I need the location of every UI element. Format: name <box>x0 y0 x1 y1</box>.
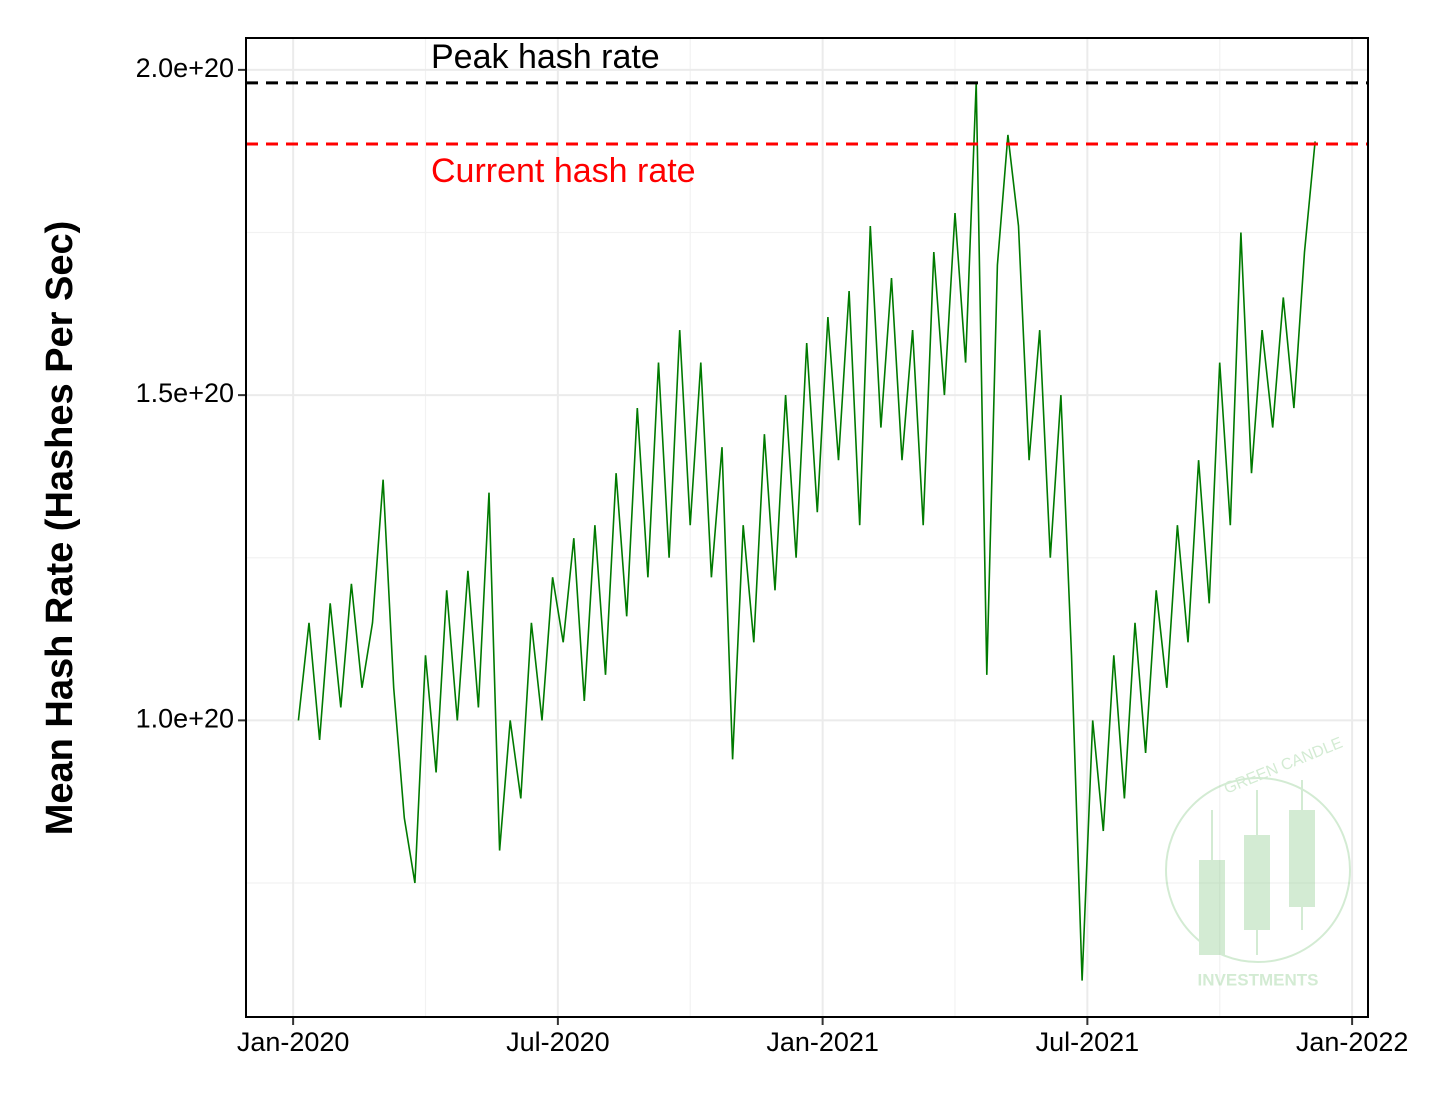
y-tick-label: 1.0e+20 <box>136 703 234 733</box>
watermark-candle <box>1289 810 1315 907</box>
reference-label: Peak hash rate <box>431 38 660 76</box>
watermark-candle <box>1244 835 1270 930</box>
x-tick-label: Jul-2021 <box>1036 1027 1140 1057</box>
series-line <box>297 82 1316 981</box>
x-tick-label: Jan-2022 <box>1296 1027 1409 1057</box>
watermark-candle <box>1199 860 1225 955</box>
reference-label: Current hash rate <box>431 152 696 190</box>
y-tick-label: 1.5e+20 <box>136 378 234 408</box>
y-tick-label: 2.0e+20 <box>136 53 234 83</box>
x-tick-label: Jul-2020 <box>506 1027 610 1057</box>
watermark-circle <box>1165 777 1351 963</box>
y-axis-label: Mean Hash Rate (Hashes Per Sec) <box>39 221 81 836</box>
x-tick-label: Jan-2021 <box>766 1027 879 1057</box>
x-tick-label: Jan-2020 <box>237 1027 350 1057</box>
plot-border <box>245 37 1369 1018</box>
watermark-text: INVESTMENTS <box>1198 970 1319 989</box>
